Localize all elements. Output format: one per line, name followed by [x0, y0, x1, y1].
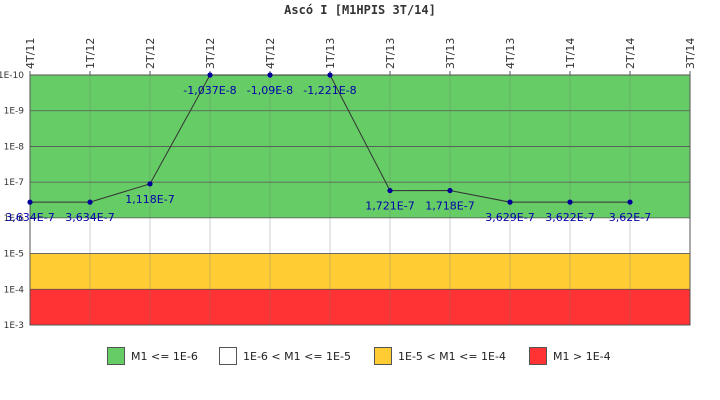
- data-label: 3,629E-7: [485, 211, 534, 224]
- data-point: [627, 199, 633, 205]
- data-label: 1,118E-7: [125, 193, 174, 206]
- y-tick-label: 1E-8: [4, 142, 25, 152]
- data-point: [267, 72, 273, 78]
- legend-label-band-1: M1 <= 1E-6: [131, 349, 198, 363]
- legend-label-band-4: M1 > 1E-4: [553, 349, 611, 363]
- data-point: [327, 72, 333, 78]
- y-tick-label: 1E-10: [0, 71, 24, 81]
- x-tick-label: 1T/12: [84, 38, 97, 69]
- x-tick-label: 1T/13: [324, 38, 337, 69]
- legend-item-band-4: M1 > 1E-4: [529, 346, 611, 366]
- x-tick-label: 1T/14: [564, 38, 577, 69]
- y-tick-label: 1E-5: [4, 250, 24, 260]
- x-tick-label: 2T/14: [624, 38, 637, 69]
- y-tick-label: 1E-4: [4, 285, 25, 295]
- legend-item-band-3: 1E-5 < M1 <= 1E-4: [374, 346, 506, 366]
- legend-item-band-1: M1 <= 1E-6: [107, 346, 198, 366]
- data-label: 3,62E-7: [609, 211, 651, 224]
- x-tick-label: 2T/12: [144, 38, 157, 69]
- x-tick-label: 4T/11: [24, 38, 37, 69]
- data-label: 3,634E-7: [65, 211, 114, 224]
- y-tick-label: 1E-7: [4, 178, 24, 188]
- data-label: -1,09E-8: [247, 84, 293, 97]
- data-point: [27, 199, 33, 205]
- data-point: [387, 187, 393, 194]
- x-tick-label: 4T/13: [504, 38, 517, 69]
- data-point: [447, 187, 453, 194]
- band-2: [30, 217, 690, 254]
- legend-swatch-band-1: [107, 347, 125, 365]
- legend-label-band-3: 1E-5 < M1 <= 1E-4: [398, 349, 506, 363]
- legend-label-band-2: 1E-6 < M1 <= 1E-5: [243, 349, 351, 363]
- x-tick-label: 3T/14: [684, 38, 697, 69]
- x-tick-label: 4T/12: [264, 38, 277, 69]
- x-tick-label: 2T/13: [384, 38, 397, 69]
- y-tick-label: 1E-6: [4, 214, 25, 224]
- data-point: [147, 181, 153, 187]
- data-point: [207, 72, 213, 78]
- band-3: [30, 253, 690, 290]
- y-tick-label: 1E-9: [4, 107, 25, 117]
- legend-swatch-band-2: [219, 347, 237, 365]
- legend-item-band-2: 1E-6 < M1 <= 1E-5: [219, 346, 351, 366]
- data-label: 1,721E-7: [365, 200, 414, 213]
- data-point: [507, 199, 513, 205]
- data-label: 1,718E-7: [425, 200, 474, 213]
- y-tick-label: 1E-3: [4, 321, 24, 331]
- legend: M1 <= 1E-6 1E-6 < M1 <= 1E-5 1E-5 < M1 <…: [0, 346, 720, 366]
- data-label: 3,622E-7: [545, 211, 594, 224]
- band-4: [30, 289, 690, 325]
- legend-swatch-band-4: [529, 347, 547, 365]
- data-point: [87, 199, 93, 205]
- x-tick-label: 3T/13: [444, 38, 457, 69]
- data-point: [567, 199, 573, 205]
- legend-swatch-band-3: [374, 347, 392, 365]
- chart-title: Ascó I [M1HPIS 3T/14]: [284, 3, 436, 17]
- data-label: -1,037E-8: [183, 84, 236, 97]
- data-label: 3,634E-7: [5, 211, 54, 224]
- x-tick-label: 3T/12: [204, 38, 217, 69]
- data-label: -1,221E-8: [303, 84, 356, 97]
- chart-plot: 4T/11 1T/12 2T/12 3T/12 4T/12 1T/13 2T/13 3T/13…: [0, 38, 697, 331]
